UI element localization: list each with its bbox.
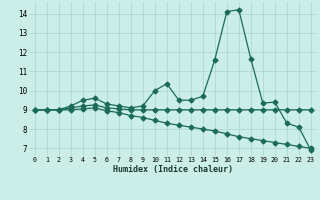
X-axis label: Humidex (Indice chaleur): Humidex (Indice chaleur) bbox=[113, 165, 233, 174]
